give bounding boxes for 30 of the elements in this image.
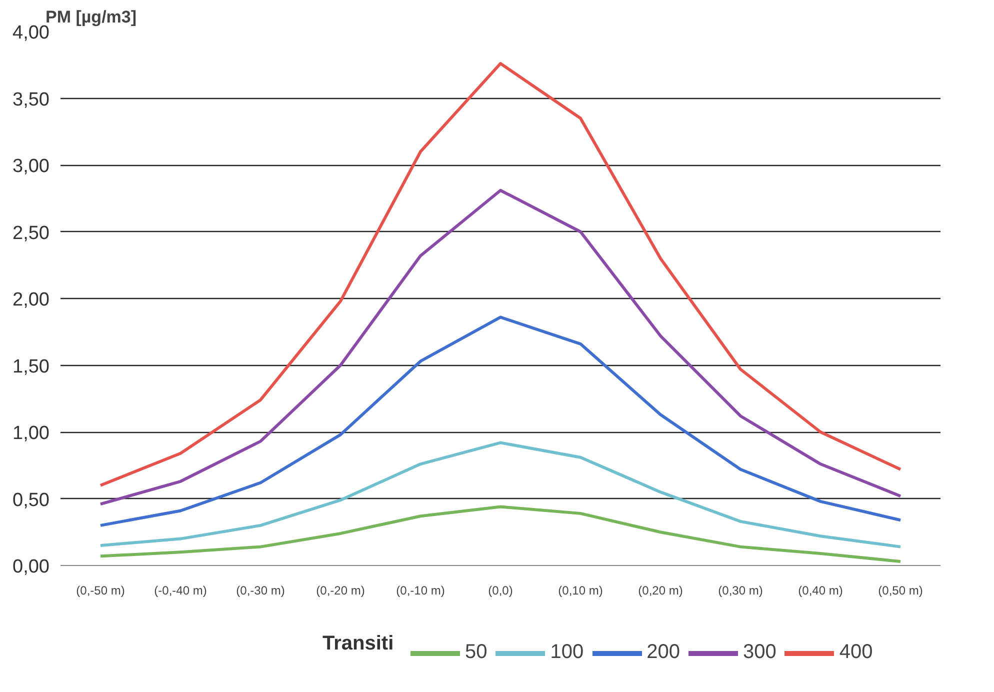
legend-label: 100 [550,641,584,664]
x-tick-label: (0,30 m) [718,584,763,598]
x-tick-label: (0,-30 m) [236,584,285,598]
y-tick-label: 0,00 [12,556,50,578]
x-tick-label: (0,40 m) [798,584,843,598]
y-tick-label: 1,00 [12,423,50,444]
x-tick-label: (0,50 m) [878,584,923,598]
y-tick-label: 3,00 [12,156,50,177]
y-tick-label: 3,50 [12,89,50,110]
y-tick-label: 1,50 [12,356,50,378]
legend-label: 50 [465,641,488,664]
x-tick-label: (0,0) [488,584,513,598]
line-series [99,316,902,527]
line-series [99,188,902,506]
legend-label: 300 [743,641,776,664]
y-tick-label: 2,50 [12,222,50,244]
x-tick-label: (0,-10 m) [396,584,445,598]
x-tick-label: (0,10 m) [558,584,603,598]
x-tick-label: (0,20 m) [638,584,683,598]
legend-title: Transiti [322,632,394,654]
x-tick-label: (0,-20 m) [316,584,365,598]
x-tick-label: (0,-50 m) [76,584,125,598]
x-tick-label: (-0,-40 m) [154,584,207,598]
line-series [99,62,902,487]
line-series [99,505,902,563]
y-tick-label: 2,00 [12,290,50,310]
y-tick-label: 0,50 [12,490,50,511]
legend-label: 400 [839,641,873,664]
legend-label: 200 [646,641,680,664]
line-series [99,441,902,548]
